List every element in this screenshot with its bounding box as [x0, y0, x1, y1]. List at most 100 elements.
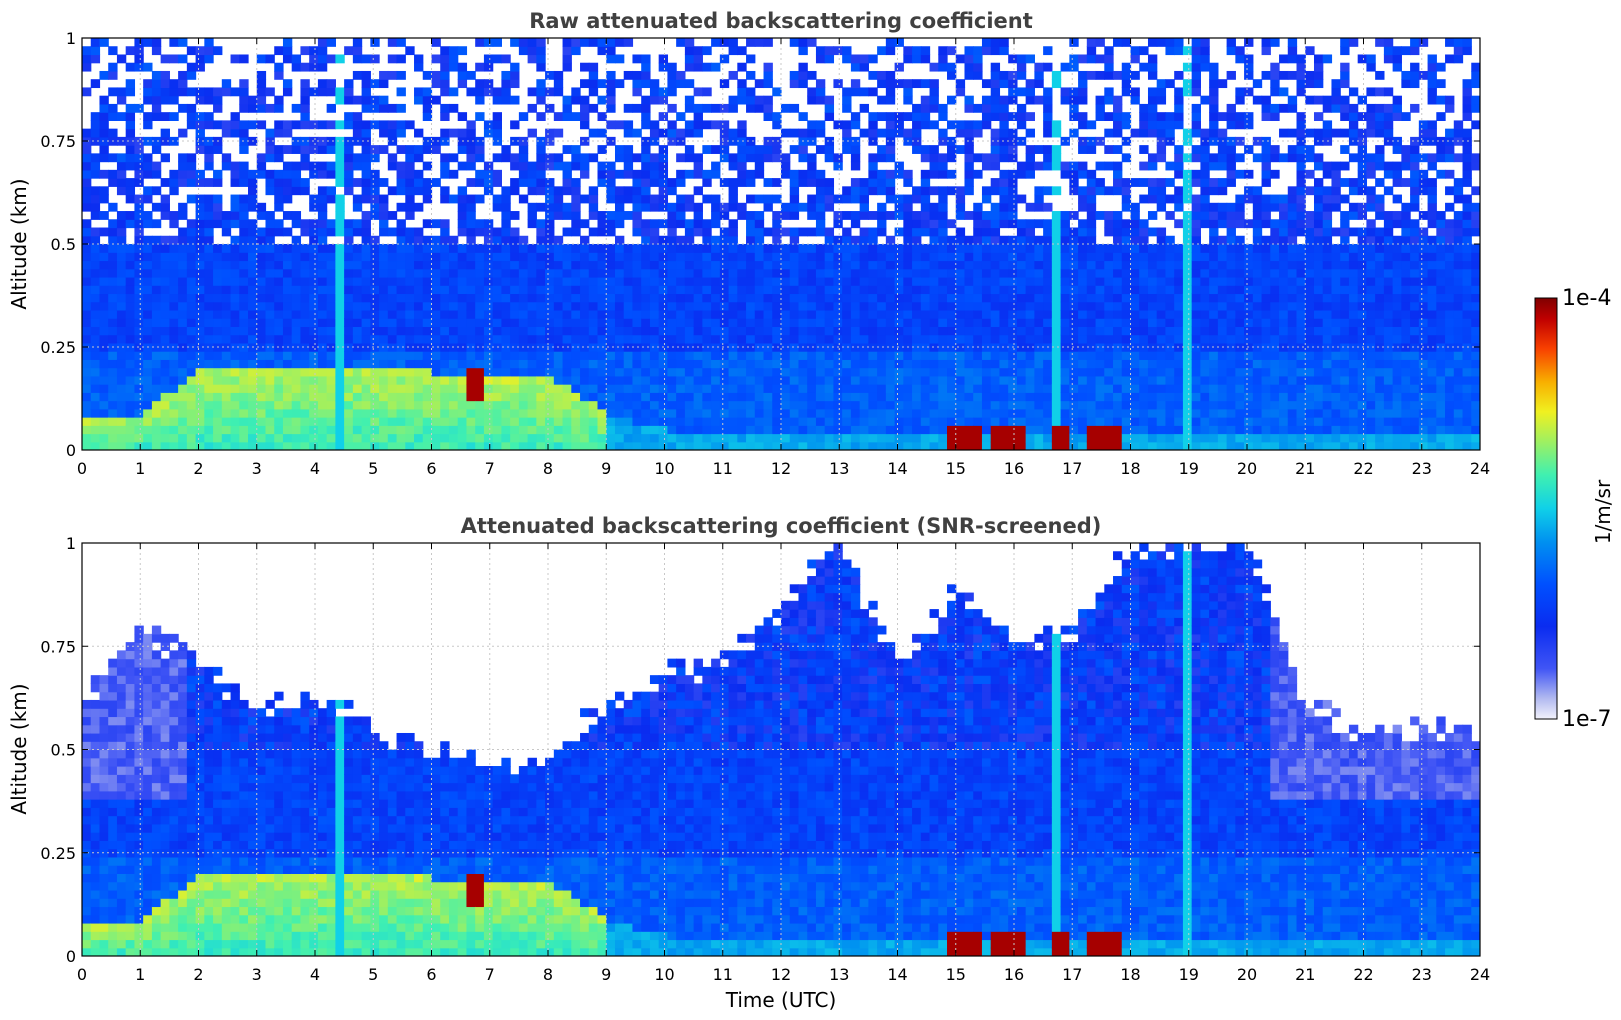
heatmap-cell: [309, 285, 319, 295]
heatmap-cell: [763, 62, 773, 72]
heatmap-cell: [317, 161, 328, 171]
heatmap-cell: [457, 334, 468, 344]
heatmap-cell: [929, 244, 939, 253]
heatmap-cell: [344, 46, 354, 56]
heatmap-cell: [842, 384, 852, 393]
heatmap-cell: [981, 227, 992, 237]
heatmap-cell: [475, 194, 485, 204]
heatmap-cell: [789, 211, 800, 220]
heatmap-cell: [204, 441, 214, 450]
heatmap-cell: [1165, 359, 1175, 369]
heatmap-cell: [658, 276, 669, 286]
heatmap-cell: [475, 417, 485, 426]
heatmap-cell: [431, 318, 441, 327]
heatmap-cell: [352, 433, 363, 443]
heatmap-cell: [422, 112, 433, 121]
heatmap-cell: [990, 211, 1001, 220]
heatmap-cell: [414, 433, 424, 443]
heatmap-cell: [1113, 244, 1123, 253]
heatmap-cell: [702, 244, 712, 253]
heatmap-cell: [1034, 219, 1044, 229]
heatmap-cell: [143, 276, 153, 286]
heatmap-cell: [99, 351, 109, 360]
heatmap-cell: [789, 351, 800, 360]
heatmap-cell: [562, 186, 572, 196]
heatmap-cell: [1182, 441, 1193, 450]
heatmap-cell: [160, 293, 170, 303]
heatmap-cell: [195, 227, 205, 237]
heatmap-cell: [265, 186, 275, 196]
heatmap-cell: [1174, 70, 1184, 80]
heatmap-cell: [466, 194, 476, 204]
heatmap-cell: [833, 276, 843, 286]
heatmap-cell: [580, 194, 590, 204]
heatmap-cell: [248, 375, 258, 385]
heatmap-cell: [1095, 309, 1105, 319]
heatmap-cell: [230, 244, 240, 253]
heatmap-cell: [789, 318, 800, 327]
heatmap-cell: [562, 309, 572, 319]
heatmap-cell: [387, 38, 398, 47]
heatmap-cell: [457, 359, 468, 369]
heatmap-cell: [973, 351, 983, 360]
heatmap-cell: [204, 211, 214, 220]
heatmap-cell: [1121, 79, 1132, 89]
heatmap-cell: [632, 408, 642, 418]
heatmap-cell: [667, 235, 677, 245]
heatmap-cell: [912, 417, 922, 426]
heatmap-cell: [1008, 301, 1018, 311]
heatmap-cell: [658, 153, 669, 163]
heatmap-cell: [1139, 425, 1149, 435]
heatmap-cell: [1008, 145, 1018, 154]
heatmap-cell: [431, 95, 441, 105]
heatmap-cell: [868, 244, 878, 253]
heatmap-cell: [99, 95, 109, 105]
heatmap-cell: [1078, 408, 1088, 418]
heatmap-cell: [824, 375, 835, 385]
heatmap-cell: [344, 161, 354, 171]
heatmap-cell: [1069, 260, 1079, 270]
heatmap-cell: [684, 351, 695, 360]
heatmap-cell: [702, 145, 712, 154]
heatmap-cell: [1060, 351, 1070, 360]
heatmap-cell: [728, 103, 738, 113]
heatmap-cell: [580, 285, 590, 295]
heatmap-cell: [815, 178, 826, 187]
heatmap-cell: [291, 219, 302, 229]
heatmap-cell: [335, 276, 345, 286]
heatmap-cell: [632, 54, 642, 64]
heatmap-cell: [230, 219, 240, 229]
heatmap-cell: [955, 293, 966, 303]
heatmap-cell: [282, 433, 293, 443]
heatmap-cell: [964, 54, 974, 64]
heatmap-cell: [1008, 367, 1018, 377]
heatmap-cell: [1139, 112, 1149, 121]
heatmap-cell: [300, 326, 310, 336]
heatmap-cell: [178, 161, 188, 171]
heatmap-cell: [877, 169, 887, 179]
heatmap-cell: [195, 46, 205, 56]
heatmap-cell: [833, 433, 843, 443]
heatmap-cell: [344, 276, 354, 286]
heatmap-cell: [580, 136, 590, 146]
heatmap-cell: [920, 219, 931, 229]
heatmap-cell: [623, 400, 634, 410]
heatmap-cell: [90, 351, 101, 360]
heatmap-cell: [798, 400, 808, 410]
heatmap-cell: [912, 384, 922, 393]
heatmap-cell: [850, 62, 861, 72]
heatmap-cell: [702, 219, 712, 229]
heatmap-cell: [728, 268, 738, 278]
heatmap-cell: [282, 351, 293, 360]
heatmap-cell: [676, 318, 686, 327]
heatmap-cell: [108, 169, 118, 179]
heatmap-cell: [763, 260, 773, 270]
heatmap-cell: [108, 128, 118, 138]
heatmap-cell: [195, 276, 205, 286]
heatmap-cell: [658, 392, 669, 402]
heatmap-cell: [1165, 268, 1175, 278]
heatmap-cell: [1034, 433, 1044, 443]
heatmap-cell: [134, 417, 144, 426]
heatmap-cell: [728, 285, 738, 295]
heatmap-cell: [588, 334, 599, 344]
